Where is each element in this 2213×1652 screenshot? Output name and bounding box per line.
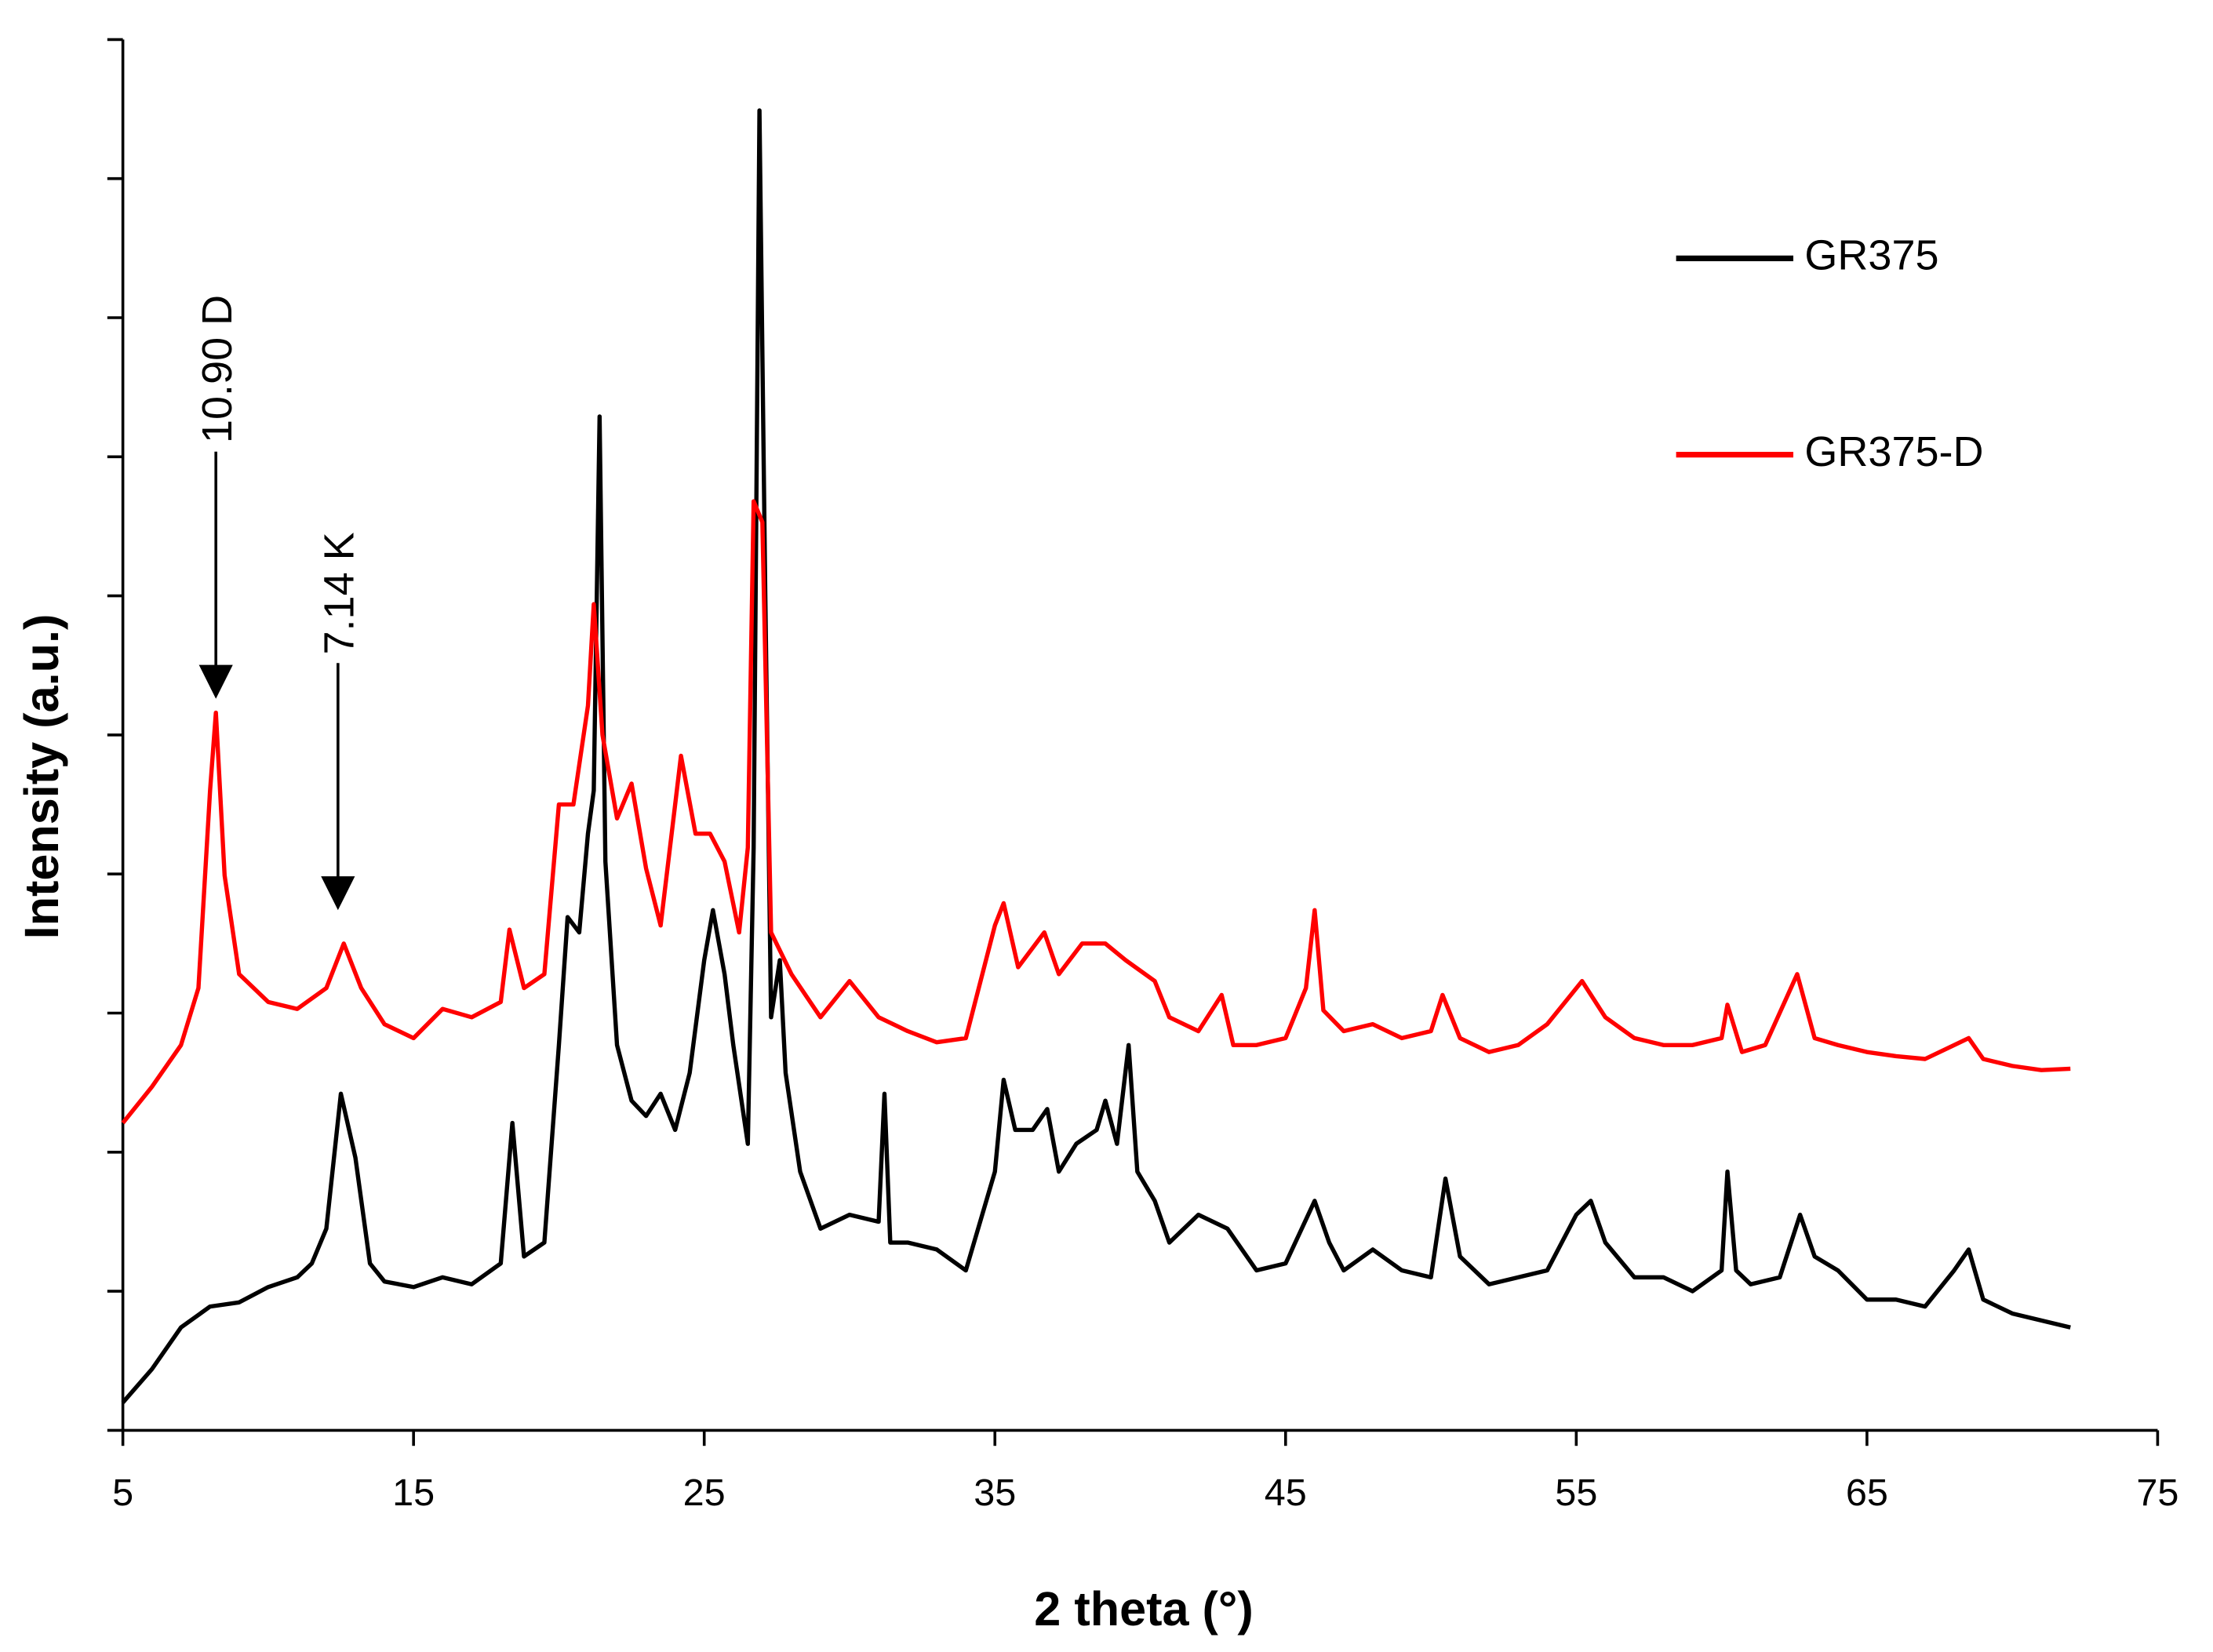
annotation-arrowhead [198,664,233,699]
x-tick-label: 55 [1555,1472,1597,1514]
annotation-label: 10.90 D [194,295,241,443]
x-tick-label: 5 [112,1472,133,1514]
y-axis-label: Intensity (a.u.) [15,614,68,940]
legend-label: GR375 [1804,232,1938,279]
data-line [121,499,2071,1125]
data-line [121,108,2071,1404]
x-tick-label: 65 [1846,1472,1888,1514]
x-tick-label: 15 [392,1472,435,1514]
annotation-arrowhead [321,876,355,911]
annotation-label: 7.14 K [315,532,362,654]
x-tick-label: 25 [683,1472,726,1514]
x-tick-label: 35 [974,1472,1016,1514]
legend-label: GR375-D [1804,428,1983,475]
x-axis-label: 2 theta (°) [1034,1582,1253,1636]
x-tick-label: 45 [1265,1472,1307,1514]
x-tick-label: 75 [2136,1472,2178,1514]
